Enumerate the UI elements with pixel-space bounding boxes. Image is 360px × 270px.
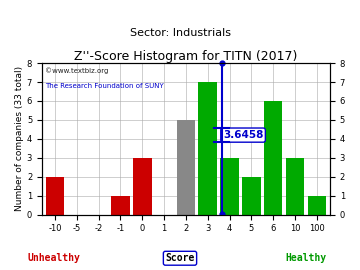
Bar xyxy=(307,196,326,215)
Bar xyxy=(111,196,130,215)
Bar xyxy=(46,177,64,215)
Text: Healthy: Healthy xyxy=(285,253,327,263)
Bar xyxy=(198,82,217,215)
Text: Sector: Industrials: Sector: Industrials xyxy=(130,28,230,38)
Bar xyxy=(264,101,283,215)
Text: ©www.textbiz.org: ©www.textbiz.org xyxy=(45,68,108,74)
Bar xyxy=(177,120,195,215)
Y-axis label: Number of companies (33 total): Number of companies (33 total) xyxy=(15,66,24,211)
Bar xyxy=(242,177,261,215)
Title: Z''-Score Histogram for TITN (2017): Z''-Score Histogram for TITN (2017) xyxy=(74,50,298,63)
Bar xyxy=(286,158,304,215)
Text: 3.6458: 3.6458 xyxy=(223,130,263,140)
Text: The Research Foundation of SUNY: The Research Foundation of SUNY xyxy=(45,83,163,89)
Bar xyxy=(220,158,239,215)
Text: Unhealthy: Unhealthy xyxy=(28,253,80,263)
Text: Score: Score xyxy=(165,253,195,263)
Bar xyxy=(133,158,152,215)
